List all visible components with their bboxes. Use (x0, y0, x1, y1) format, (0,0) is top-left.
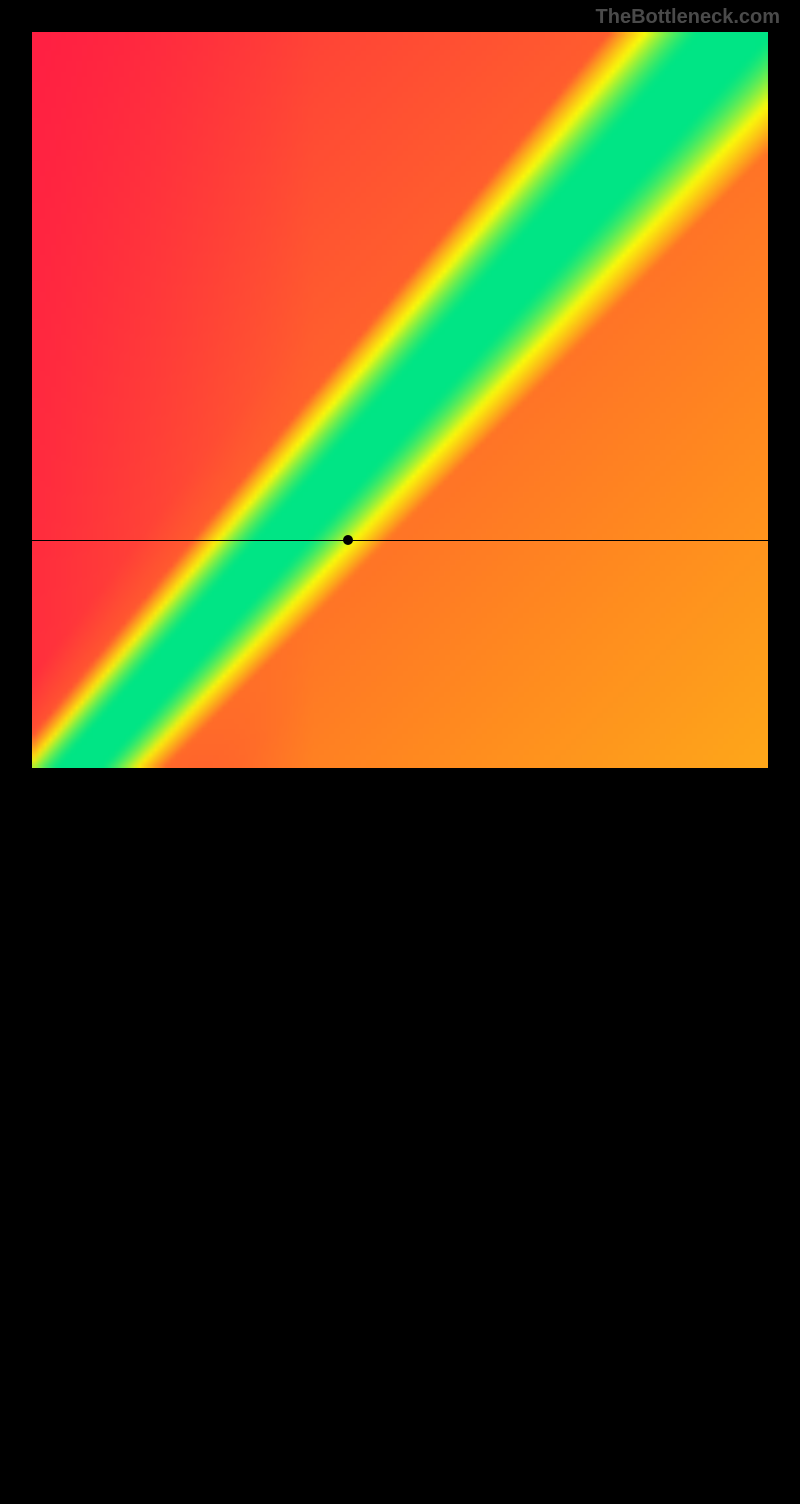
crosshair-horizontal (32, 540, 768, 541)
intersection-marker (343, 535, 353, 545)
heatmap-canvas (32, 32, 768, 768)
crosshair-vertical (348, 768, 349, 1504)
watermark-text: TheBottleneck.com (596, 6, 780, 29)
heatmap-plot (32, 32, 768, 768)
